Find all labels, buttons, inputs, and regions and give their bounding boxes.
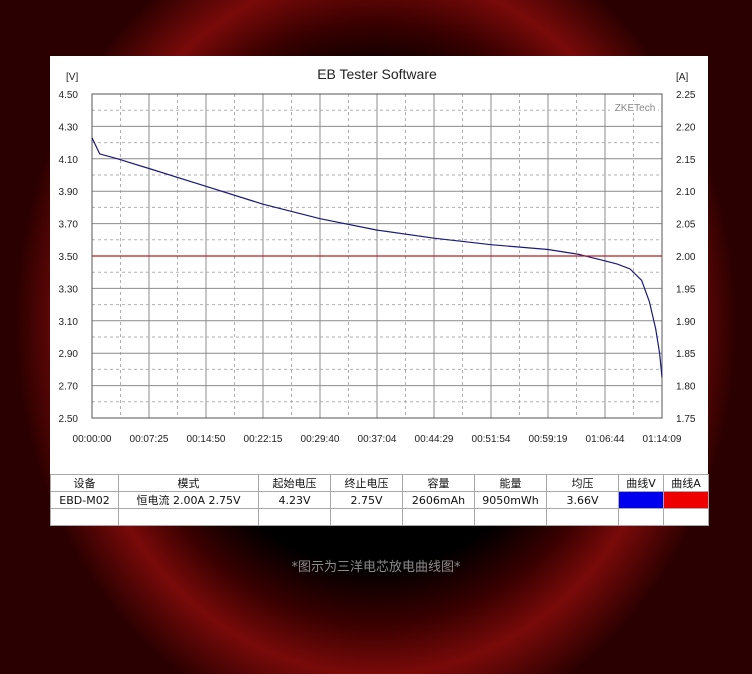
right-axis-unit: [A] xyxy=(676,72,688,83)
chart-panel: 2.50 2.70 2.90 3.10 3.30 3.50 3.70 3.90 4.10 4.30… xyxy=(50,56,709,526)
x-tick-label: 00:14:50 xyxy=(187,434,226,445)
left-tick-label: 3.30 xyxy=(59,284,79,295)
header-end-voltage: 终止电压 xyxy=(330,474,403,492)
x-tick-label: 00:22:15 xyxy=(244,434,283,445)
right-axis-ticks: 1.75 1.80 1.85 1.90 1.95 2.00 2.05 2.10 2.15 2.20… xyxy=(676,90,696,425)
x-tick-label: 00:00:00 xyxy=(73,434,112,445)
table-row: EBD-M02 恒电流 2.00A 2.75V 4.23V 2.75V 2606… xyxy=(50,491,709,509)
left-tick-label: 3.50 xyxy=(59,252,79,263)
left-tick-label: 2.70 xyxy=(59,382,79,393)
chart-title: EB Tester Software xyxy=(317,66,437,82)
right-tick-label: 2.25 xyxy=(676,90,696,101)
header-curve-a: 曲线A xyxy=(663,474,709,492)
watermark: ZKETech xyxy=(615,103,656,114)
right-tick-label: 2.05 xyxy=(676,220,696,231)
left-tick-label: 4.10 xyxy=(59,155,79,166)
series-group xyxy=(91,137,663,378)
cell-curve-a-swatch[interactable] xyxy=(663,491,709,509)
left-axis-ticks: 2.50 2.70 2.90 3.10 3.30 3.50 3.70 3.90 4.10 4.30… xyxy=(59,90,79,425)
curve-v-color-swatch[interactable] xyxy=(619,492,663,508)
x-tick-label: 00:51:54 xyxy=(472,434,511,445)
cell-avg-voltage: 3.66V xyxy=(546,491,619,509)
header-capacity: 容量 xyxy=(402,474,475,492)
header-start-voltage: 起始电压 xyxy=(258,474,331,492)
x-tick-label: 00:44:29 xyxy=(415,434,454,445)
right-tick-label: 2.20 xyxy=(676,122,696,133)
right-tick-label: 1.80 xyxy=(676,382,696,393)
right-tick-label: 2.10 xyxy=(676,187,696,198)
right-tick-label: 2.15 xyxy=(676,155,696,166)
left-tick-label: 4.30 xyxy=(59,122,79,133)
x-tick-label: 00:59:19 xyxy=(529,434,568,445)
left-tick-label: 2.50 xyxy=(59,414,79,425)
caption: *图示为三洋电芯放电曲线图* xyxy=(291,560,461,575)
header-curve-v: 曲线V xyxy=(618,474,664,492)
x-tick-label: 01:14:09 xyxy=(643,434,682,445)
right-tick-label: 1.85 xyxy=(676,349,696,360)
x-axis-ticks: 00:00:00 00:07:25 00:14:50 00:22:15 00:29:40… xyxy=(73,434,682,445)
right-tick-label: 1.95 xyxy=(676,284,696,295)
header-mode: 模式 xyxy=(118,474,259,492)
left-tick-label: 3.90 xyxy=(59,187,79,198)
table-row-empty xyxy=(50,508,709,526)
left-tick-label: 3.10 xyxy=(59,317,79,328)
right-tick-label: 1.90 xyxy=(676,317,696,328)
discharge-chart: 2.50 2.70 2.90 3.10 3.30 3.50 3.70 3.90 4.10 4.30… xyxy=(59,66,696,445)
cell-end-voltage: 2.75V xyxy=(330,491,403,509)
header-energy: 能量 xyxy=(474,474,547,492)
cell-mode: 恒电流 2.00A 2.75V xyxy=(118,491,259,509)
header-device: 设备 xyxy=(50,474,119,492)
cell-start-voltage: 4.23V xyxy=(258,491,331,509)
watermark-bg xyxy=(610,101,658,113)
voltage-series-line xyxy=(91,137,663,378)
left-axis-unit: [V] xyxy=(66,72,78,83)
left-tick-label: 4.50 xyxy=(59,90,79,101)
x-tick-label: 00:37:04 xyxy=(358,434,397,445)
cell-curve-v-swatch[interactable] xyxy=(618,491,664,509)
x-tick-label: 00:07:25 xyxy=(130,434,169,445)
x-tick-label: 01:06:44 xyxy=(586,434,625,445)
cell-energy: 9050mWh xyxy=(474,491,547,509)
table-header-row: 设备 模式 起始电压 终止电压 容量 能量 均压 曲线V 曲线A xyxy=(50,474,709,492)
left-tick-label: 3.70 xyxy=(59,220,79,231)
cell-device: EBD-M02 xyxy=(50,491,119,509)
header-avg-voltage: 均压 xyxy=(546,474,619,492)
cell-capacity: 2606mAh xyxy=(402,491,475,509)
right-tick-label: 1.75 xyxy=(676,414,696,425)
summary-table: 设备 模式 起始电压 终止电压 容量 能量 均压 曲线V 曲线A EBD-M02… xyxy=(50,474,709,526)
left-tick-label: 2.90 xyxy=(59,349,79,360)
right-tick-label: 2.00 xyxy=(676,252,696,263)
curve-a-color-swatch[interactable] xyxy=(664,492,708,508)
x-tick-label: 00:29:40 xyxy=(301,434,340,445)
